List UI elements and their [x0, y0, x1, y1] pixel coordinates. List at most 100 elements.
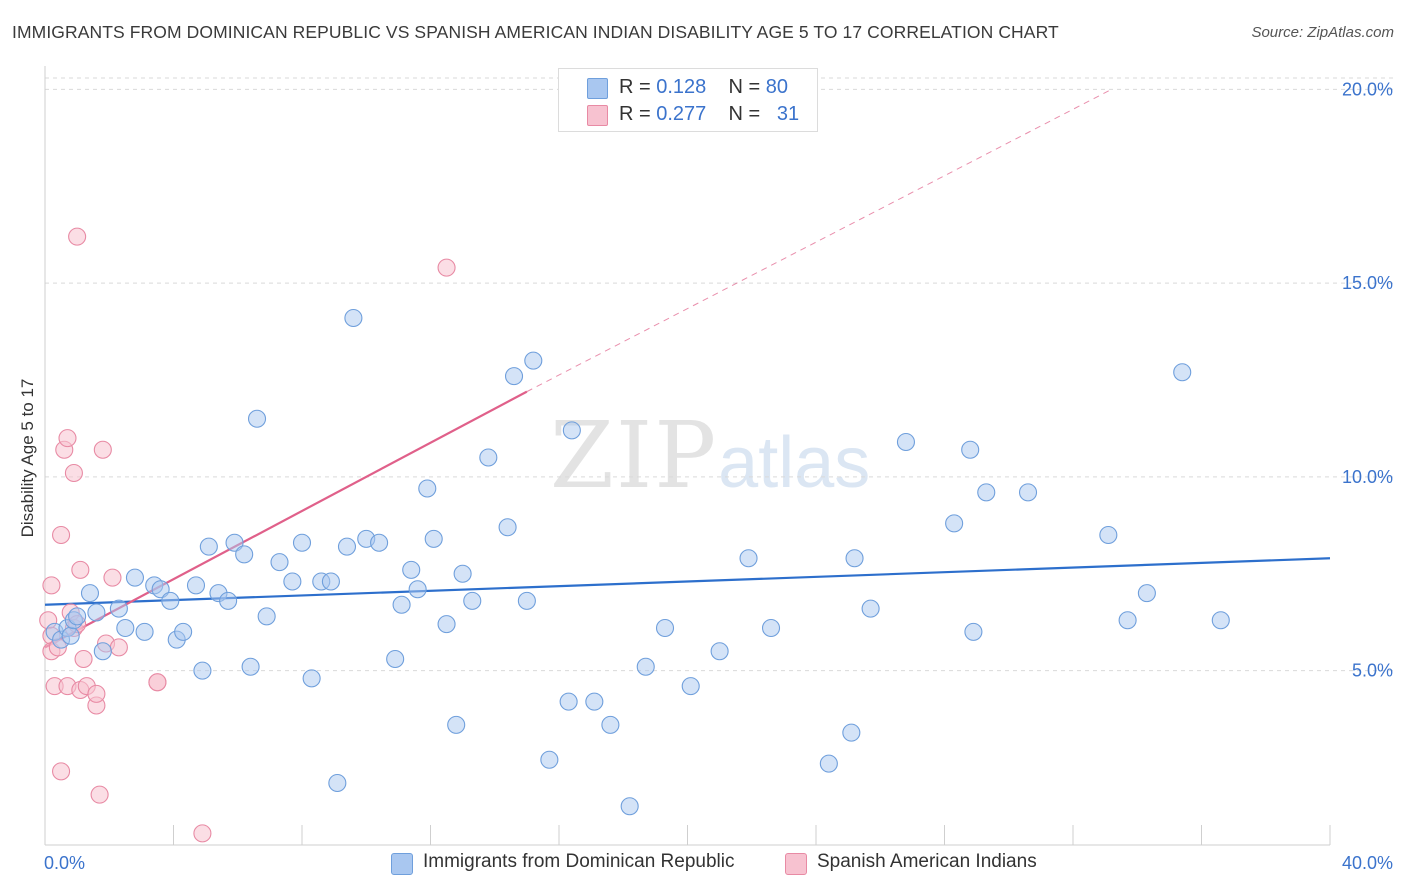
data-point-dominican-republic [125, 568, 144, 587]
data-point-spanish-american-indians [437, 258, 456, 277]
data-point-dominican-republic [408, 580, 427, 599]
data-point-dominican-republic [219, 591, 238, 610]
data-point-dominican-republic [710, 642, 729, 661]
data-point-spanish-american-indians [103, 568, 122, 587]
data-point-dominican-republic [681, 677, 700, 696]
data-point-spanish-american-indians [193, 824, 212, 843]
source-label: Source: ZipAtlas.com [1251, 24, 1394, 41]
data-point-dominican-republic [498, 518, 517, 537]
data-point-dominican-republic [761, 618, 781, 638]
data-point-dominican-republic [961, 440, 980, 459]
data-point-dominican-republic [1018, 483, 1038, 502]
data-point-dominican-republic [328, 773, 347, 793]
legend-n-label: N = [728, 76, 761, 98]
data-point-dominican-republic [424, 529, 443, 548]
data-point-dominican-republic [247, 409, 267, 428]
data-point-dominican-republic [636, 657, 655, 676]
legend-text-blue: R = 0.128 N = 80 [619, 76, 788, 99]
data-point-spanish-american-indians [74, 649, 93, 669]
data-point-dominican-republic [739, 549, 758, 568]
data-point-dominican-republic [302, 669, 321, 688]
data-point-spanish-american-indians [42, 576, 61, 595]
data-point-dominican-republic [392, 595, 411, 614]
x-ticks [44, 825, 1331, 845]
series-spanish-american-indians [39, 227, 456, 843]
y-tick-label: 15.0% [1342, 273, 1393, 293]
bottom-legend-label-blue: Immigrants from Dominican Republic [423, 851, 735, 872]
bottom-legend-label-pink: Spanish American Indians [817, 851, 1037, 872]
data-point-dominican-republic [945, 514, 964, 533]
x-tick-labels: 0.0% 40.0% [44, 853, 1393, 873]
y-tick-labels: 5.0% 10.0% 15.0% 20.0% [1342, 79, 1393, 680]
data-point-spanish-american-indians [58, 429, 77, 448]
axes [44, 66, 1330, 846]
data-point-dominican-republic [1137, 584, 1156, 603]
data-point-dominican-republic [1099, 525, 1118, 545]
data-point-dominican-republic [193, 661, 212, 680]
trend-lines [44, 88, 1331, 649]
data-point-spanish-american-indians [64, 463, 83, 483]
data-point-spanish-american-indians [71, 560, 90, 579]
data-point-dominican-republic [540, 750, 559, 769]
chart-title: IMMIGRANTS FROM DOMINICAN REPUBLIC VS SP… [12, 22, 1059, 42]
x-tick-label: 40.0% [1342, 853, 1393, 873]
grid-lines [45, 77, 1395, 672]
data-point-dominican-republic [292, 533, 312, 552]
legend: R = 0.128 N = 80 R = 0.277 N = 31 [558, 68, 818, 132]
legend-r-value: 0.277 [656, 103, 707, 125]
data-point-dominican-republic [93, 642, 112, 661]
y-tick-label: 5.0% [1352, 661, 1393, 681]
data-point-dominican-republic [447, 715, 466, 734]
data-point-dominican-republic [257, 607, 276, 626]
series-dominican-republic [45, 308, 1230, 816]
data-point-dominican-republic [819, 754, 838, 773]
data-point-dominican-republic [283, 572, 302, 591]
data-point-spanish-american-indians [90, 785, 109, 804]
data-point-dominican-republic [842, 723, 861, 742]
legend-swatch-blue [587, 78, 608, 99]
data-point-spanish-american-indians [148, 673, 167, 692]
data-point-dominican-republic [620, 797, 639, 816]
data-point-dominican-republic [861, 599, 880, 618]
data-point-dominican-republic [453, 564, 472, 583]
data-point-dominican-republic [479, 448, 498, 467]
data-point-dominican-republic [135, 622, 154, 641]
y-tick-label: 10.0% [1342, 467, 1393, 487]
data-point-dominican-republic [585, 692, 604, 711]
data-point-dominican-republic [344, 308, 363, 328]
legend-n-value: 80 [765, 76, 789, 98]
data-point-dominican-republic [559, 692, 578, 711]
bottom-legend-swatch-blue [391, 853, 413, 875]
data-point-spanish-american-indians [68, 227, 87, 246]
bottom-legend-swatch-pink [785, 853, 807, 875]
data-point-spanish-american-indians [109, 638, 128, 657]
data-point-dominican-republic [270, 553, 289, 572]
data-point-dominican-republic [370, 533, 389, 552]
data-point-dominican-republic [517, 591, 536, 610]
trend-line-blue [44, 557, 1331, 606]
data-point-dominican-republic [61, 626, 80, 645]
x-tick-label: 0.0% [44, 853, 85, 873]
data-point-dominican-republic [68, 607, 87, 626]
data-point-dominican-republic [186, 576, 206, 595]
data-point-dominican-republic [1118, 611, 1137, 630]
data-point-dominican-republic [386, 649, 405, 669]
data-point-dominican-republic [655, 618, 675, 638]
data-point-dominican-republic [225, 533, 244, 552]
data-point-dominican-republic [601, 715, 620, 734]
data-point-dominican-republic [1211, 611, 1230, 630]
legend-text-pink: R = 0.277 N = 31 [619, 103, 799, 126]
data-point-dominican-republic [109, 599, 128, 618]
legend-swatch-pink [587, 105, 608, 126]
legend-r-label: R = [619, 103, 651, 125]
data-point-dominican-republic [151, 580, 170, 599]
data-point-dominican-republic [437, 615, 456, 634]
data-point-dominican-republic [337, 537, 357, 556]
data-point-dominican-republic [562, 421, 581, 440]
data-point-dominican-republic [977, 483, 996, 502]
data-point-dominican-republic [504, 367, 524, 386]
data-point-spanish-american-indians [52, 762, 71, 781]
data-point-dominican-republic [235, 545, 254, 564]
legend-r-value: 0.128 [656, 76, 707, 98]
